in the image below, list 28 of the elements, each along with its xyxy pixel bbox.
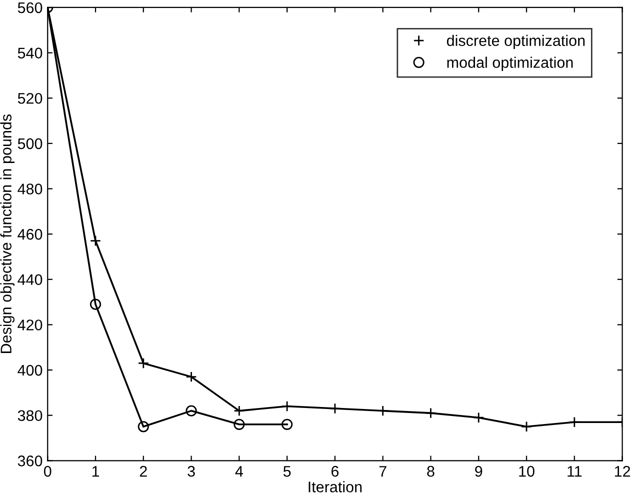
y-tick-label: 480 [18,184,42,194]
legend-label: discrete optimization [446,34,585,50]
y-tick-label: 380 [18,410,42,422]
y-tick-label: 440 [18,274,42,286]
y-tick-label: 560 [18,2,42,14]
x-tick-label: 8 [427,466,434,477]
legend-label: modal optimization [447,56,573,71]
y-tick-label: 520 [18,92,42,104]
x-tick-label: 9 [475,466,482,477]
x-tick-label: 1 [92,466,100,477]
x-tick-label: 10 [519,466,534,477]
y-tick-label: 500 [18,138,42,150]
y-tick-label: 420 [18,320,42,330]
x-tick-label: 11 [568,466,582,477]
x-tick-label: 12 [614,466,630,477]
y-tick-label: 460 [18,228,42,240]
y-tick-label: 400 [18,364,42,376]
x-tick-label: 5 [283,466,291,477]
y-axis-title: Design objective function in pounds [0,114,14,353]
y-tick-label: 360 [18,456,42,466]
x-tick-label: 4 [235,466,243,477]
x-tick-label: 3 [188,466,195,477]
x-tick-label: 7 [379,466,386,477]
y-tick-label: 540 [18,48,42,58]
x-axis-title: Iteration [308,481,362,492]
x-tick-label: 6 [331,466,339,477]
x-tick-label: 2 [140,466,147,477]
x-tick-label: 0 [44,466,52,477]
